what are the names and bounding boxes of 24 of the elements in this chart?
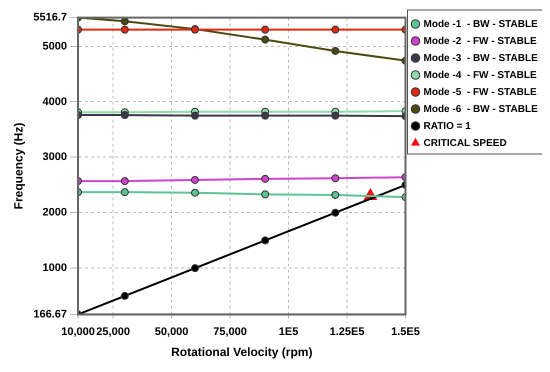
x-tick-label: 1.5E5 <box>391 326 420 338</box>
y-tick-label: 2000 <box>42 206 68 219</box>
legend-label: RATIO = 1 <box>424 120 472 132</box>
x-tick-label: 1E5 <box>278 326 298 338</box>
legend-label: Mode -5 - FW - STABLE <box>424 86 537 98</box>
legend-label: CRITICAL SPEED <box>424 138 507 149</box>
legend-label: Mode -2 - FW - STABLE <box>424 36 537 47</box>
y-tick-label: 1000 <box>42 262 68 274</box>
x-tick-label: 75,000 <box>213 326 247 338</box>
legend-label: Mode -4 - FW - STABLE <box>424 70 537 81</box>
x-axis-title: Rotational Velocity (rpm) <box>171 345 312 360</box>
y-tick-label: 166.67 <box>33 308 68 320</box>
y-tick-label: 4000 <box>42 96 68 108</box>
y-tick-label: 5516.7 <box>33 12 68 24</box>
y-tick-label: 3000 <box>42 151 68 164</box>
y-tick-label: 5000 <box>42 40 68 52</box>
legend-label: Mode -6 - BW - STABLE <box>424 104 538 115</box>
x-tick-label: 25,000 <box>96 326 130 338</box>
legend-label: Mode -3 - BW - STABLE <box>424 52 538 64</box>
x-tick-label: 10,000 <box>61 326 95 338</box>
x-tick-label: 50,000 <box>154 326 188 338</box>
legend-label: Mode -1 - BW - STABLE <box>424 18 538 30</box>
y-axis-title: Frequency (Hz) <box>12 122 26 210</box>
x-tick-label: 1.25E5 <box>330 326 364 338</box>
